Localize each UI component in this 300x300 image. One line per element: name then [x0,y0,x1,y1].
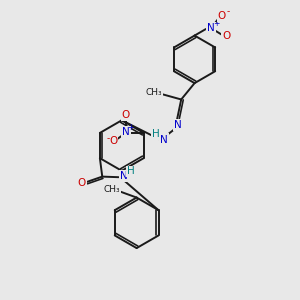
Text: O: O [78,178,86,188]
Text: N: N [122,127,130,137]
Text: CH₃: CH₃ [145,88,162,97]
Text: N: N [160,135,168,145]
Text: H: H [127,166,135,176]
Text: N: N [120,171,128,181]
Text: N: N [207,23,215,33]
Text: -: - [226,8,230,16]
Text: O: O [223,32,231,41]
Text: O: O [109,136,117,146]
Text: CH₃: CH₃ [103,185,120,194]
Text: -: - [107,134,110,143]
Text: O: O [122,110,130,120]
Text: +: + [213,19,220,28]
Text: O: O [218,11,226,21]
Text: N: N [174,120,182,130]
Text: +: + [128,123,134,132]
Text: H: H [152,129,160,139]
